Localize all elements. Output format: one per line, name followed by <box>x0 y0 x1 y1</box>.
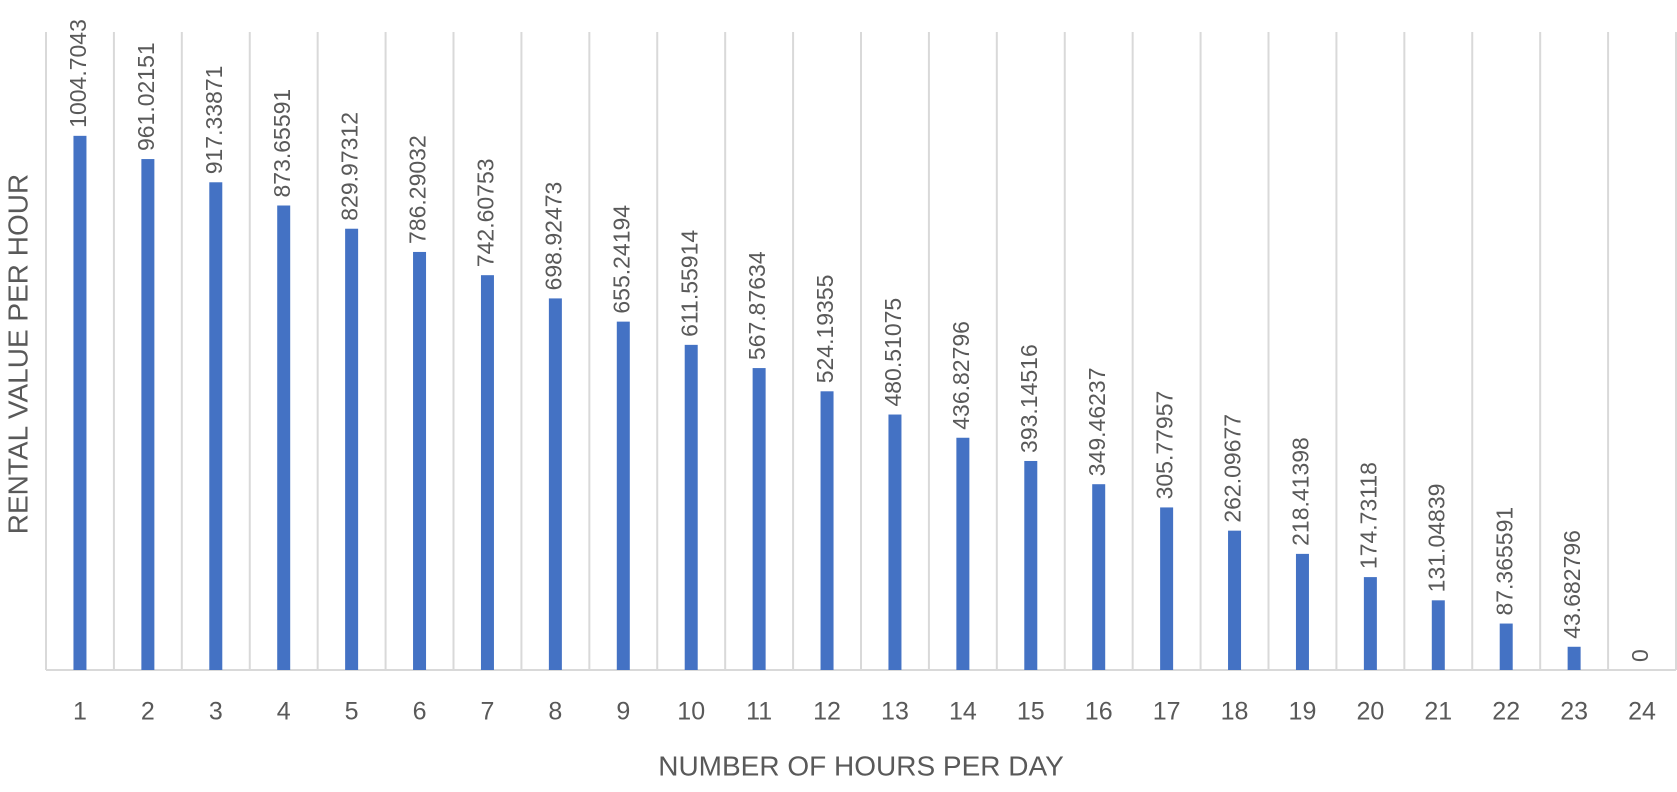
data-label: 829.97312 <box>337 112 363 221</box>
data-label: 961.02151 <box>133 42 159 151</box>
bar <box>345 228 359 670</box>
data-label: 567.87634 <box>744 251 770 360</box>
bar <box>480 275 494 670</box>
bar <box>752 368 766 670</box>
bar <box>1363 577 1377 670</box>
x-tick-label: 3 <box>209 698 223 726</box>
data-label: 1004.7043 <box>65 19 91 128</box>
bar <box>1160 507 1174 670</box>
bar <box>1431 600 1445 670</box>
data-label: 917.33871 <box>201 66 227 175</box>
bar <box>1567 646 1581 670</box>
x-tick-label: 19 <box>1289 698 1317 726</box>
data-label: 218.41398 <box>1288 437 1314 546</box>
x-tick-label: 18 <box>1221 698 1249 726</box>
bar <box>413 251 427 671</box>
bar <box>1092 484 1106 670</box>
bar <box>1499 623 1513 670</box>
bar <box>141 159 155 671</box>
x-tick-label: 8 <box>548 698 562 726</box>
x-tick-label: 13 <box>881 698 909 726</box>
x-tick-label: 11 <box>746 698 772 726</box>
data-label: 655.24194 <box>608 205 634 314</box>
x-tick-label: 5 <box>345 698 359 726</box>
data-label: 43.682796 <box>1559 530 1585 639</box>
bar <box>956 437 970 670</box>
data-label: 349.46237 <box>1084 367 1110 476</box>
data-label: 524.19355 <box>812 275 838 384</box>
x-tick-label: 6 <box>413 698 427 726</box>
bar <box>209 182 223 670</box>
x-tick-label: 17 <box>1153 698 1181 726</box>
bar <box>1228 530 1242 670</box>
x-tick-label: 7 <box>481 698 495 726</box>
y-axis-title: RENTAL VALUE PER HOUR <box>2 174 33 534</box>
data-label: 87.365591 <box>1491 507 1517 616</box>
x-tick-label: 21 <box>1424 698 1452 726</box>
data-label: 174.73118 <box>1355 462 1381 569</box>
bar <box>1295 553 1309 670</box>
data-label: 873.65591 <box>269 89 295 198</box>
x-axis-title: NUMBER OF HOURS PER DAY <box>658 750 1064 781</box>
bar <box>888 414 902 670</box>
data-label: 698.92473 <box>540 182 566 291</box>
bar <box>1024 460 1038 670</box>
data-label: 262.09677 <box>1220 414 1246 523</box>
bar <box>73 135 87 670</box>
x-tick-label: 1 <box>73 698 87 726</box>
x-tick-label: 24 <box>1628 698 1656 726</box>
x-tick-label: 4 <box>277 698 291 726</box>
x-tick-label: 15 <box>1017 698 1045 726</box>
x-tick-label: 9 <box>616 698 630 726</box>
data-label: 480.51075 <box>880 298 906 407</box>
bar <box>616 321 630 670</box>
x-tick-label: 23 <box>1560 698 1588 726</box>
data-label: 786.29032 <box>405 135 431 244</box>
data-label: 611.55914 <box>676 230 702 337</box>
data-label: 742.60753 <box>473 158 499 267</box>
x-tick-label: 20 <box>1356 698 1384 726</box>
x-tick-label: 2 <box>141 698 155 726</box>
x-tick-label: 16 <box>1085 698 1113 726</box>
bar <box>548 298 562 670</box>
data-label: 393.14516 <box>1016 344 1042 453</box>
x-tick-label: 12 <box>813 698 841 726</box>
data-label: 131.04839 <box>1423 484 1449 593</box>
data-label: 305.77957 <box>1152 391 1178 500</box>
bar <box>277 205 291 670</box>
x-tick-label: 10 <box>677 698 705 726</box>
x-tick-label: 22 <box>1492 698 1520 726</box>
data-label: 0 <box>1627 649 1653 662</box>
data-label: 436.82796 <box>948 321 974 430</box>
bar <box>820 391 834 670</box>
bar <box>684 344 698 670</box>
x-tick-label: 14 <box>949 698 977 726</box>
